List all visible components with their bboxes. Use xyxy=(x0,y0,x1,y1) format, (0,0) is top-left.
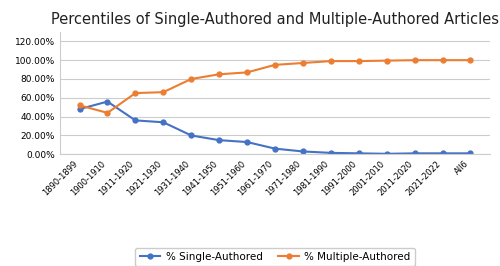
% Single-Authored xyxy=(468,152,473,155)
% Single-Authored xyxy=(132,119,138,122)
% Multiple-Authored xyxy=(216,73,222,76)
% Multiple-Authored xyxy=(300,61,306,65)
% Single-Authored xyxy=(300,150,306,153)
% Multiple-Authored xyxy=(188,77,194,81)
% Single-Authored xyxy=(76,107,82,111)
% Single-Authored xyxy=(384,152,390,155)
Line: % Single-Authored: % Single-Authored xyxy=(77,99,473,156)
Legend: % Single-Authored, % Multiple-Authored: % Single-Authored, % Multiple-Authored xyxy=(136,248,414,266)
% Multiple-Authored xyxy=(384,59,390,62)
% Single-Authored xyxy=(104,100,110,103)
% Multiple-Authored xyxy=(468,59,473,62)
% Single-Authored xyxy=(160,121,166,124)
% Single-Authored xyxy=(412,152,418,155)
% Multiple-Authored xyxy=(412,59,418,62)
% Multiple-Authored xyxy=(328,60,334,63)
Title: Percentiles of Single-Authored and Multiple-Authored Articles: Percentiles of Single-Authored and Multi… xyxy=(51,12,499,27)
% Multiple-Authored xyxy=(76,104,82,107)
% Single-Authored xyxy=(440,152,446,155)
% Single-Authored xyxy=(244,140,250,144)
% Multiple-Authored xyxy=(160,90,166,94)
% Multiple-Authored xyxy=(104,111,110,114)
% Single-Authored xyxy=(272,147,278,150)
% Multiple-Authored xyxy=(244,71,250,74)
% Single-Authored xyxy=(188,134,194,137)
% Single-Authored xyxy=(216,139,222,142)
% Multiple-Authored xyxy=(440,59,446,62)
% Single-Authored xyxy=(328,151,334,155)
% Single-Authored xyxy=(356,152,362,155)
% Multiple-Authored xyxy=(132,92,138,95)
% Multiple-Authored xyxy=(356,60,362,63)
Line: % Multiple-Authored: % Multiple-Authored xyxy=(77,58,473,115)
% Multiple-Authored xyxy=(272,63,278,66)
